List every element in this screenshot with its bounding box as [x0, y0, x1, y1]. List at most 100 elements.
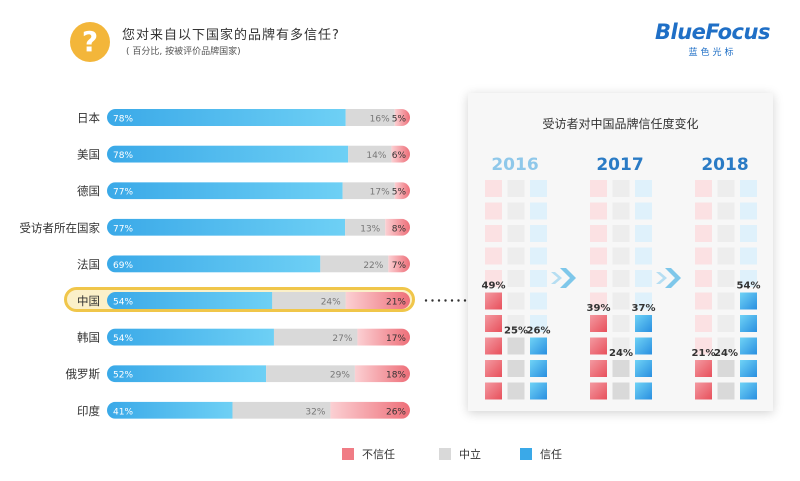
category-label: 德国	[77, 184, 100, 198]
waffle-cell-trust	[740, 247, 757, 265]
trend-value-label: 26%	[527, 326, 551, 337]
waffle-cell-distrust	[695, 292, 712, 310]
waffle-cell-trust	[530, 202, 547, 220]
waffle-cell-distrust	[695, 270, 712, 287]
trend-value-label: 39%	[587, 303, 611, 314]
connector-dot	[437, 299, 441, 302]
category-label: 印度	[77, 404, 100, 418]
waffle-cell-neutral	[507, 225, 525, 242]
waffle-cell-distrust	[590, 360, 607, 377]
chevron-shape	[560, 268, 576, 288]
waffle-cell-distrust	[485, 360, 502, 377]
bar-row	[107, 109, 410, 126]
bar-neutral	[345, 218, 386, 236]
bar-row	[107, 255, 410, 273]
connector-dot	[431, 299, 434, 302]
waffle-cell-trust	[635, 202, 652, 220]
legend-distrust-swatch	[342, 448, 354, 460]
distrust-value-label: 18%	[386, 371, 406, 381]
trend-value-label: 37%	[632, 303, 656, 314]
waffle-cell-trust	[635, 360, 652, 377]
trend-value-label: 54%	[737, 281, 761, 292]
bar-distrust	[385, 218, 410, 236]
waffle-cell-neutral	[612, 270, 630, 287]
waffle-cell-trust	[740, 292, 757, 310]
bar-row	[107, 218, 410, 236]
waffle-cell-distrust	[590, 202, 607, 220]
bar-row	[107, 292, 410, 309]
category-label: 韩国	[77, 331, 100, 345]
bar-distrust	[357, 328, 410, 346]
waffle-cell-distrust	[590, 270, 607, 287]
waffle-cell-distrust	[485, 382, 502, 400]
bar-neutral	[266, 365, 355, 383]
chevron-shape-faded	[656, 272, 667, 284]
waffle-cell-neutral	[612, 247, 630, 265]
waffle-cell-distrust	[695, 202, 712, 220]
chart-subtitle: ( 百分比, 按被评价品牌国家)	[126, 47, 241, 57]
waffle-cell-neutral	[717, 180, 735, 197]
year-label: 2017	[596, 155, 643, 175]
waffle-cell-distrust	[695, 315, 712, 332]
question-icon: ?	[70, 22, 110, 62]
waffle-cell-distrust	[695, 360, 712, 377]
bar-trust	[107, 182, 343, 200]
waffle-cell-distrust	[590, 180, 607, 197]
waffle-cell-trust	[635, 270, 652, 287]
waffle-cell-distrust	[590, 337, 607, 355]
waffle-cell-neutral	[507, 180, 525, 197]
distrust-value-label: 17%	[386, 334, 406, 344]
waffle-cell-neutral	[717, 202, 735, 220]
waffle-cell-distrust	[590, 315, 607, 332]
waffle-cell-trust	[635, 292, 652, 310]
waffle-cell-distrust	[590, 382, 607, 400]
waffle-cell-distrust	[485, 247, 502, 265]
waffle-cell-neutral	[612, 315, 630, 332]
bar-trust	[107, 218, 346, 236]
neutral-value-label: 13%	[360, 224, 380, 234]
waffle-cell-neutral	[507, 382, 525, 400]
waffle-cell-neutral	[612, 180, 630, 197]
trend-value-label: 24%	[714, 348, 738, 359]
waffle-cell-distrust	[695, 225, 712, 242]
waffle-cell-neutral	[717, 270, 735, 287]
waffle-cell-neutral	[507, 292, 525, 310]
bar-neutral	[348, 145, 392, 163]
bar-neutral	[342, 182, 395, 200]
neutral-value-label: 16%	[370, 115, 390, 125]
waffle-cell-trust	[635, 315, 652, 332]
waffle-cell-distrust	[695, 337, 712, 355]
waffle-cell-distrust	[485, 337, 502, 355]
waffle-cell-trust	[530, 337, 547, 355]
trend-value-label: 24%	[609, 348, 633, 359]
legend-trust: 信任	[520, 446, 562, 462]
trend-panel-title: 受访者对中国品牌信任度变化	[542, 117, 699, 131]
distrust-value-label: 5%	[392, 115, 407, 125]
waffle-cell-trust	[740, 180, 757, 197]
waffle-cell-trust	[635, 337, 652, 355]
trust-value-label: 54%	[113, 298, 133, 308]
category-label: 美国	[77, 148, 100, 162]
bar-distrust	[345, 292, 410, 309]
legend-neutral-swatch	[439, 448, 451, 460]
waffle-cell-neutral	[717, 292, 735, 310]
neutral-value-label: 32%	[305, 407, 325, 417]
waffle-cell-distrust	[485, 225, 502, 242]
year-label: 2018	[701, 155, 748, 175]
bar-neutral	[232, 401, 331, 419]
bar-trust	[107, 109, 346, 126]
trend-value-label: 21%	[692, 348, 716, 359]
bar-trust	[107, 328, 274, 346]
waffle-cell-neutral	[717, 337, 735, 355]
neutral-value-label: 27%	[332, 334, 352, 344]
waffle-cell-trust	[740, 202, 757, 220]
waffle-cell-neutral	[507, 270, 525, 287]
waffle-cell-trust	[740, 315, 757, 332]
trust-value-label: 52%	[113, 371, 133, 381]
bar-distrust	[394, 182, 410, 200]
waffle-cell-neutral	[717, 247, 735, 265]
waffle-cell-trust	[740, 225, 757, 242]
waffle-cell-neutral	[612, 292, 630, 310]
bar-row	[107, 328, 410, 346]
